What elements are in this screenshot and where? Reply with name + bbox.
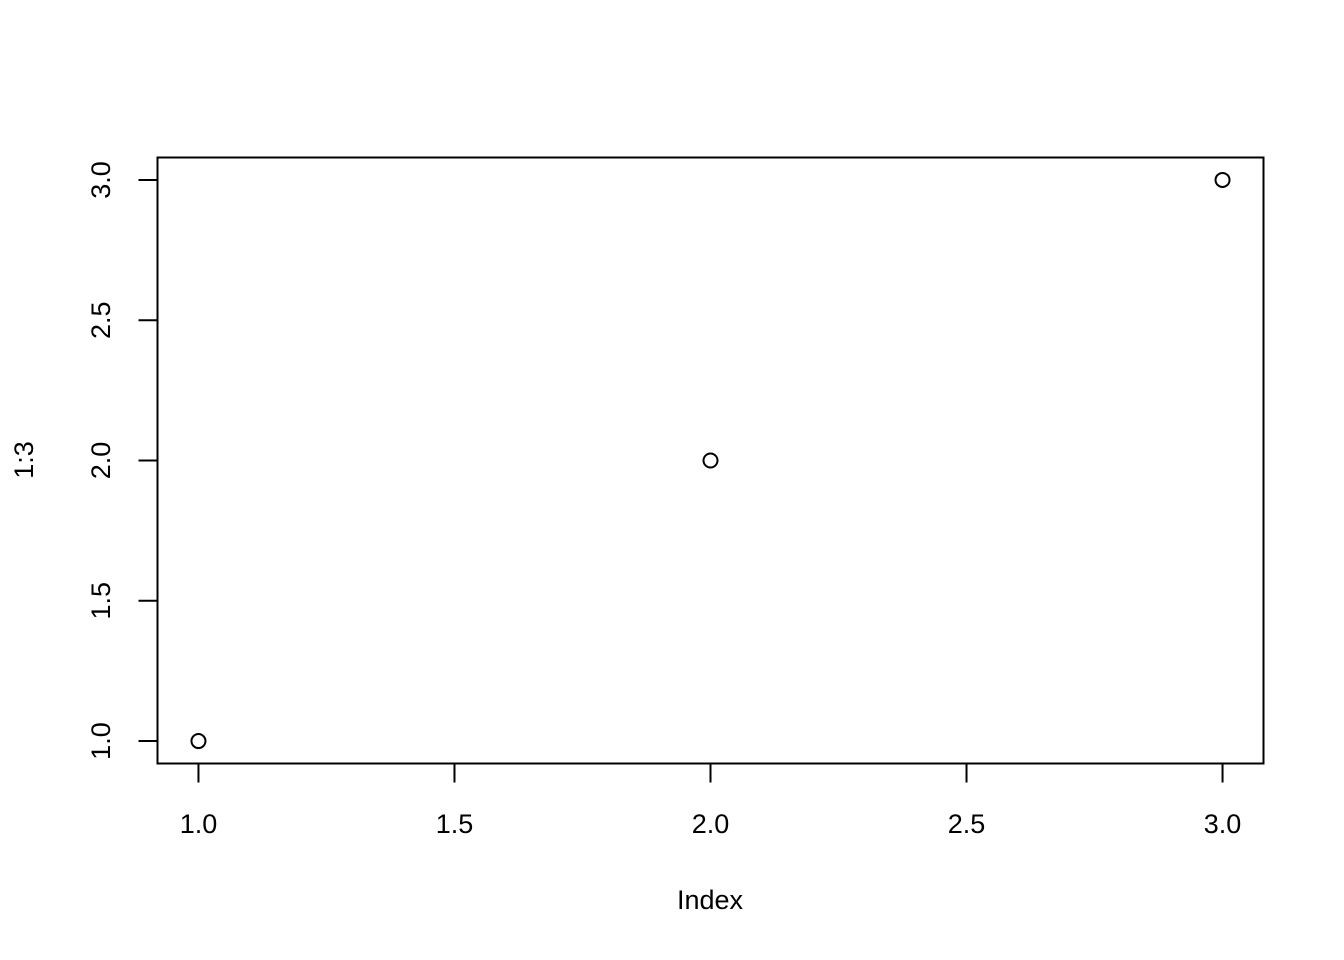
- y-tick-label: 1.5: [86, 582, 116, 620]
- x-axis: 1.0 1.5 2.0 2.5 3.0: [180, 762, 1242, 839]
- x-tick-label: 1.5: [436, 809, 474, 839]
- data-point: [702, 452, 719, 469]
- x-tick-label: 1.0: [180, 809, 218, 839]
- data-point: [1214, 171, 1231, 188]
- plot-frame: [156, 156, 1265, 765]
- y-tick-label: 1.0: [86, 722, 116, 760]
- x-tick-label: 2.0: [692, 809, 730, 839]
- x-axis-label: Index: [677, 885, 744, 915]
- y-axis: 1.0 1.5 2.0 2.5 3.0: [86, 161, 159, 760]
- x-tick-label: 2.5: [948, 809, 986, 839]
- y-tick-label: 2.0: [86, 442, 116, 480]
- data-point: [190, 733, 207, 750]
- y-axis-label: 1:3: [9, 441, 39, 479]
- x-tick-label: 3.0: [1204, 809, 1242, 839]
- y-tick-label: 3.0: [86, 161, 116, 199]
- data-points: [190, 171, 1231, 750]
- y-tick-label: 2.5: [86, 301, 116, 339]
